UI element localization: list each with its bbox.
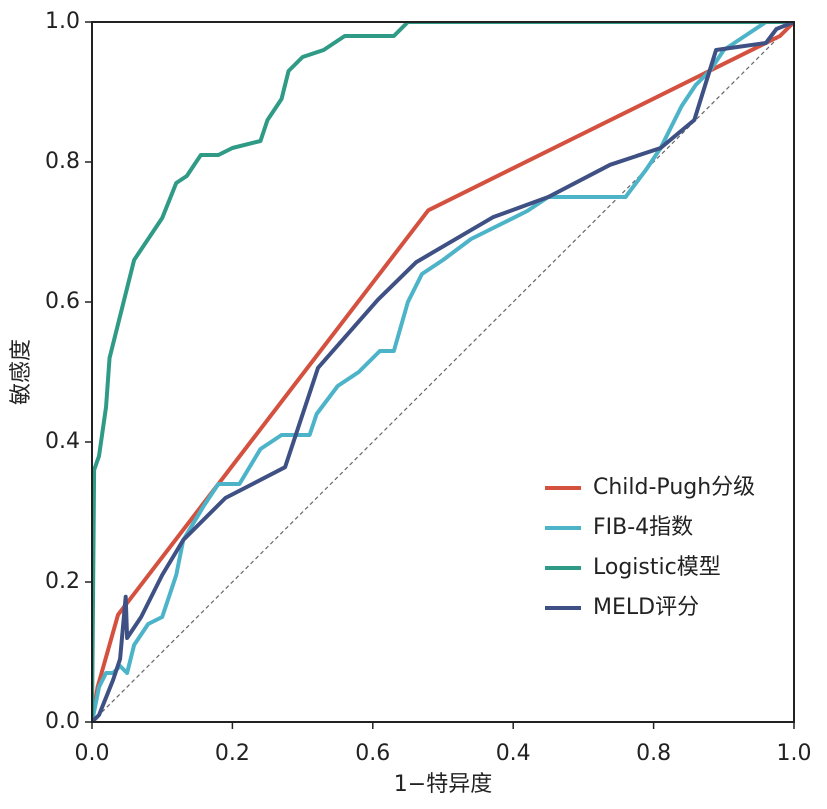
x-tick-label: 1.0 <box>777 741 812 766</box>
roc-line <box>92 22 794 722</box>
x-tick-label: 0.2 <box>215 741 250 766</box>
y-tick-label: 1.0 <box>45 9 80 34</box>
diagonal <box>91 21 795 723</box>
legend-label: Logistic模型 <box>593 555 721 580</box>
legend-label: Child-Pugh分级 <box>593 475 755 500</box>
legend-label: FIB-4指数 <box>593 515 693 540</box>
roc-line <box>92 22 794 722</box>
y-tick-label: 0.6 <box>45 289 80 314</box>
y-tick-label: 0.8 <box>45 149 80 174</box>
x-tick-label: 0.8 <box>636 741 671 766</box>
x-tick-label: 0.4 <box>496 741 531 766</box>
x-axis-label: 1−特异度 <box>394 772 492 797</box>
y-axis-label: 敏感度 <box>9 339 34 405</box>
legend-label: MELD评分 <box>593 595 699 620</box>
y-tick-label: 0.0 <box>45 709 80 734</box>
x-tick-label: 0.0 <box>75 741 110 766</box>
x-tick-label: 0.6 <box>355 741 390 766</box>
y-tick-label: 0.2 <box>45 569 80 594</box>
y-tick-label: 0.4 <box>45 429 80 454</box>
roc-line <box>92 22 794 722</box>
plot-frame <box>91 21 795 723</box>
